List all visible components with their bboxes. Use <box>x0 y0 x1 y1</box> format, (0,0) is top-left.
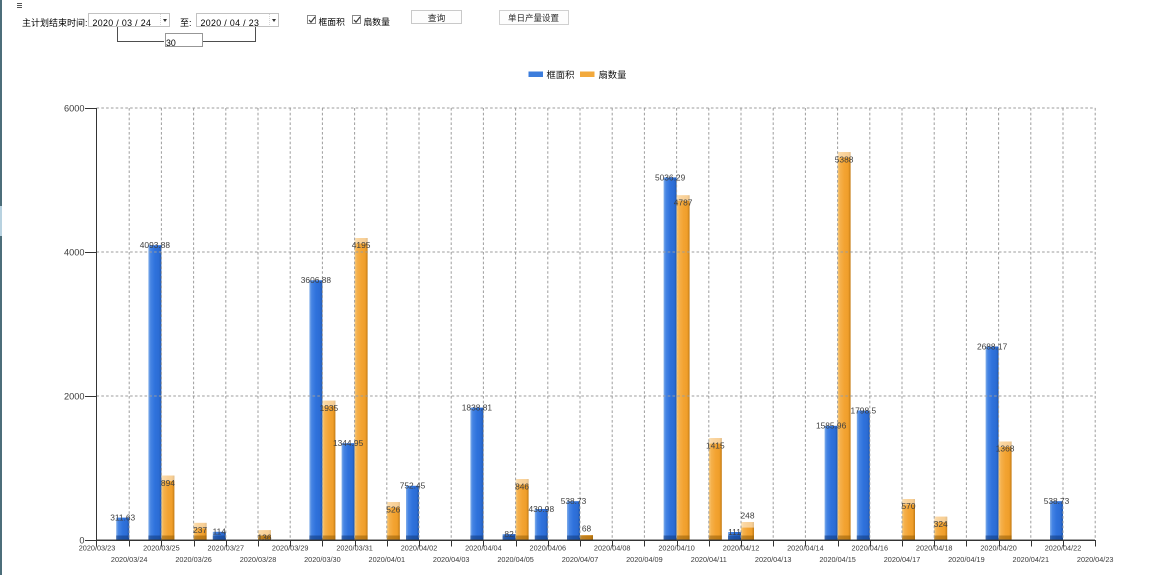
svg-text:538.73: 538.73 <box>1044 496 1070 506</box>
svg-text:2020/04/17: 2020/04/17 <box>884 555 921 564</box>
svg-text:526: 526 <box>386 504 400 514</box>
svg-text:2020/03/30: 2020/03/30 <box>304 555 341 564</box>
svg-text:2020/04/12: 2020/04/12 <box>723 544 760 553</box>
svg-text:2020/04/05: 2020/04/05 <box>497 555 534 564</box>
svg-text:2020/04/22: 2020/04/22 <box>1045 544 1082 553</box>
svg-text:136: 136 <box>258 532 272 542</box>
svg-text:430.98: 430.98 <box>528 504 554 514</box>
svg-text:1368: 1368 <box>996 444 1015 454</box>
svg-text:1935: 1935 <box>320 403 339 413</box>
svg-text:2688.17: 2688.17 <box>977 341 1008 351</box>
svg-text:538.73: 538.73 <box>561 496 587 506</box>
svg-text:237: 237 <box>193 525 207 535</box>
svg-text:1585.96: 1585.96 <box>816 421 847 431</box>
svg-text:5388: 5388 <box>835 154 854 164</box>
svg-text:2020/04/03: 2020/04/03 <box>433 555 470 564</box>
svg-text:111: 111 <box>728 527 741 537</box>
svg-text:570: 570 <box>902 501 916 511</box>
svg-text:82: 82 <box>504 529 514 539</box>
svg-text:0: 0 <box>79 535 84 545</box>
svg-text:2020/04/10: 2020/04/10 <box>658 544 695 553</box>
svg-text:894: 894 <box>161 478 175 488</box>
svg-text:2020/04/02: 2020/04/02 <box>401 544 438 553</box>
svg-text:2020/03/31: 2020/03/31 <box>336 544 373 553</box>
svg-text:2020/04/09: 2020/04/09 <box>626 555 663 564</box>
svg-text:114: 114 <box>213 527 227 537</box>
svg-text:4000: 4000 <box>64 247 84 257</box>
svg-text:1838.81: 1838.81 <box>462 403 493 413</box>
svg-text:2020/03/25: 2020/03/25 <box>143 544 180 553</box>
svg-text:2020/03/23: 2020/03/23 <box>79 544 116 553</box>
svg-text:扇数量: 扇数量 <box>599 67 627 81</box>
svg-text:248: 248 <box>741 510 755 520</box>
svg-text:2020/04/14: 2020/04/14 <box>787 544 824 553</box>
svg-text:2020/04/11: 2020/04/11 <box>691 555 727 564</box>
svg-text:2020/03/29: 2020/03/29 <box>272 544 309 553</box>
svg-text:2020/03/28: 2020/03/28 <box>240 555 277 564</box>
svg-text:2020/04/13: 2020/04/13 <box>755 555 792 564</box>
svg-text:3606.88: 3606.88 <box>301 275 332 285</box>
svg-text:1415: 1415 <box>706 440 725 450</box>
svg-text:2020/04/01: 2020/04/01 <box>369 555 406 564</box>
svg-text:2020/04/06: 2020/04/06 <box>530 544 567 553</box>
svg-text:2020/04/08: 2020/04/08 <box>594 544 631 553</box>
svg-text:2020/04/04: 2020/04/04 <box>465 544 502 553</box>
svg-text:6000: 6000 <box>64 103 84 113</box>
svg-text:846: 846 <box>515 481 529 491</box>
svg-text:2020/04/19: 2020/04/19 <box>948 555 985 564</box>
svg-text:2020/03/26: 2020/03/26 <box>175 555 212 564</box>
svg-text:5036.29: 5036.29 <box>655 172 686 182</box>
svg-text:1798.5: 1798.5 <box>850 405 876 415</box>
svg-text:2000: 2000 <box>64 391 84 401</box>
svg-text:1344.95: 1344.95 <box>333 438 364 448</box>
svg-text:2020/04/23: 2020/04/23 <box>1077 555 1114 564</box>
svg-text:2020/04/21: 2020/04/21 <box>1013 555 1050 564</box>
svg-text:2020/03/27: 2020/03/27 <box>208 544 245 553</box>
svg-text:752.45: 752.45 <box>400 481 426 491</box>
svg-text:68: 68 <box>582 523 592 533</box>
svg-text:框面积: 框面积 <box>547 67 575 81</box>
svg-text:324: 324 <box>934 519 948 529</box>
svg-text:2020/04/18: 2020/04/18 <box>916 544 953 553</box>
svg-text:2020/04/16: 2020/04/16 <box>852 544 889 553</box>
svg-text:2020/03/24: 2020/03/24 <box>111 555 148 564</box>
svg-text:2020/04/07: 2020/04/07 <box>562 555 599 564</box>
svg-text:4195: 4195 <box>352 240 371 250</box>
svg-text:311.63: 311.63 <box>110 513 135 523</box>
svg-text:2020/04/15: 2020/04/15 <box>819 555 856 564</box>
svg-text:4787: 4787 <box>674 198 693 208</box>
svg-text:2020/04/20: 2020/04/20 <box>980 544 1017 553</box>
svg-text:4093.88: 4093.88 <box>140 240 171 250</box>
